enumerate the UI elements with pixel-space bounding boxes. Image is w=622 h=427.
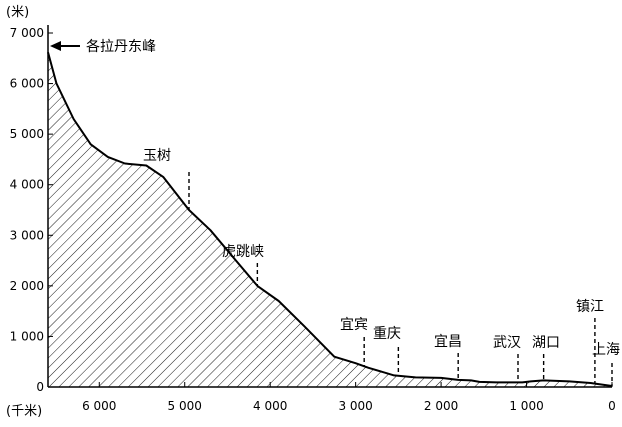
annotation-label: 宜宾 bbox=[340, 317, 368, 333]
x-tick-label: 2 000 bbox=[424, 399, 458, 413]
annotation-label: 镇江 bbox=[576, 299, 604, 315]
y-tick-label: 7 000 bbox=[10, 26, 44, 40]
x-tick-label: 6 000 bbox=[82, 399, 116, 413]
annotation-label: 上海 bbox=[592, 342, 620, 358]
y-tick-label: 0 bbox=[36, 380, 44, 394]
y-tick-label: 3 000 bbox=[10, 228, 44, 242]
x-tick-label: 1 000 bbox=[509, 399, 543, 413]
annotation-label: 玉树 bbox=[143, 148, 171, 164]
annotation-label: 湖口 bbox=[532, 335, 560, 351]
x-tick-label: 0 bbox=[608, 399, 616, 413]
annotation-label: 宜昌 bbox=[434, 334, 462, 350]
y-axis-unit-label: (米) bbox=[6, 5, 29, 20]
annotation-arrow-head bbox=[50, 41, 61, 51]
x-tick-label: 3 000 bbox=[338, 399, 372, 413]
x-tick-label: 5 000 bbox=[168, 399, 202, 413]
profile-line bbox=[47, 51, 613, 387]
annotation-label: 各拉丹东峰 bbox=[86, 39, 156, 55]
x-axis-unit-label: (千米) bbox=[6, 404, 42, 419]
y-tick-label: 6 000 bbox=[10, 77, 44, 91]
annotation-label: 重庆 bbox=[373, 326, 401, 342]
profile-area-fill bbox=[48, 52, 612, 387]
x-tick-label: 4 000 bbox=[253, 399, 287, 413]
annotation-label: 虎跳峡 bbox=[222, 244, 264, 260]
y-tick-label: 4 000 bbox=[10, 178, 44, 192]
y-tick-label: 1 000 bbox=[10, 329, 44, 343]
annotation-label: 武汉 bbox=[493, 335, 521, 351]
y-tick-label: 5 000 bbox=[10, 127, 44, 141]
y-tick-label: 2 000 bbox=[10, 279, 44, 293]
